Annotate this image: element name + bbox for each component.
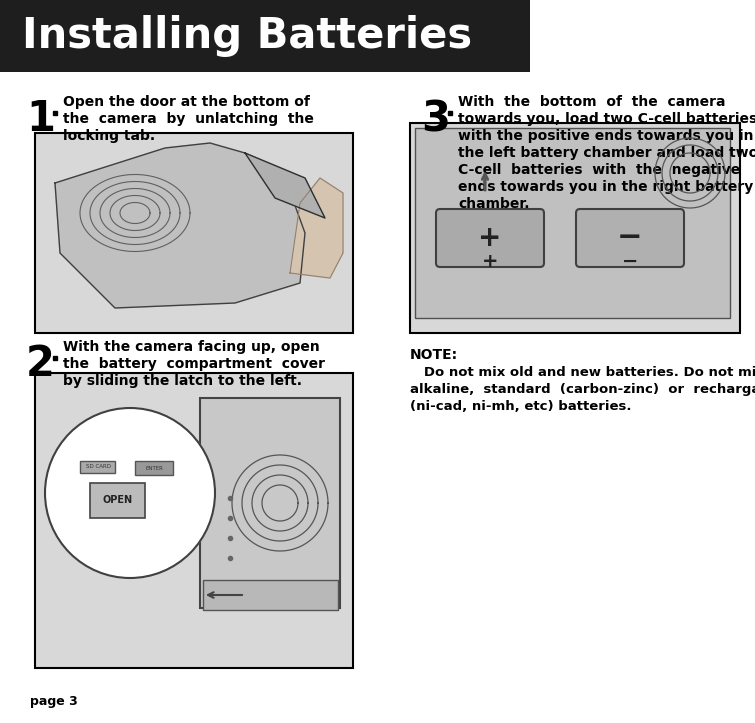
Text: the  camera  by  unlatching  the: the camera by unlatching the	[63, 112, 314, 126]
Text: −: −	[618, 223, 643, 252]
FancyBboxPatch shape	[436, 209, 544, 267]
Text: by sliding the latch to the left.: by sliding the latch to the left.	[63, 374, 302, 388]
Text: +: +	[482, 252, 498, 271]
Text: Open the door at the bottom of: Open the door at the bottom of	[63, 95, 310, 109]
Text: towards you, load two C-cell batteries: towards you, load two C-cell batteries	[458, 112, 755, 126]
Bar	[90, 483, 145, 518]
Bar	[0, 0, 530, 72]
Polygon shape	[290, 178, 343, 278]
Bar	[415, 128, 730, 318]
Text: 3: 3	[421, 98, 450, 140]
Text: −: −	[622, 252, 638, 271]
Polygon shape	[55, 143, 305, 308]
Bar	[80, 461, 115, 473]
Text: ENTER: ENTER	[145, 466, 163, 471]
Bar	[203, 580, 338, 610]
Text: the left battery chamber and load two: the left battery chamber and load two	[458, 146, 755, 160]
Text: ends towards you in the right battery: ends towards you in the right battery	[458, 180, 753, 194]
Polygon shape	[245, 153, 325, 218]
Text: SD CARD: SD CARD	[85, 464, 110, 469]
Text: (ni-cad, ni-mh, etc) batteries.: (ni-cad, ni-mh, etc) batteries.	[410, 400, 631, 413]
Circle shape	[45, 408, 215, 578]
Text: With  the  bottom  of  the  camera: With the bottom of the camera	[458, 95, 726, 109]
Text: With the camera facing up, open: With the camera facing up, open	[63, 340, 320, 354]
Text: the  battery  compartment  cover: the battery compartment cover	[63, 357, 325, 371]
Text: alkaline,  standard  (carbon-zinc)  or  rechargable: alkaline, standard (carbon-zinc) or rech…	[410, 383, 755, 396]
Text: 2: 2	[26, 343, 55, 385]
Bar	[135, 461, 173, 475]
Text: NOTE:: NOTE:	[410, 348, 458, 362]
FancyBboxPatch shape	[576, 209, 684, 267]
Bar	[35, 373, 353, 668]
Text: OPEN: OPEN	[103, 495, 133, 505]
Bar	[410, 123, 740, 333]
Bar	[35, 133, 353, 333]
Bar	[200, 398, 340, 608]
Text: page 3: page 3	[30, 695, 78, 708]
Text: C-cell  batteries  with  the  negative: C-cell batteries with the negative	[458, 163, 740, 177]
Text: locking tab.: locking tab.	[63, 129, 155, 143]
Text: chamber.: chamber.	[458, 197, 529, 211]
Text: Installing Batteries: Installing Batteries	[22, 15, 472, 57]
Text: Do not mix old and new batteries. Do not mix: Do not mix old and new batteries. Do not…	[410, 366, 755, 379]
Text: 1: 1	[26, 98, 55, 140]
Text: with the positive ends towards you in: with the positive ends towards you in	[458, 129, 753, 143]
Text: +: +	[479, 224, 501, 252]
